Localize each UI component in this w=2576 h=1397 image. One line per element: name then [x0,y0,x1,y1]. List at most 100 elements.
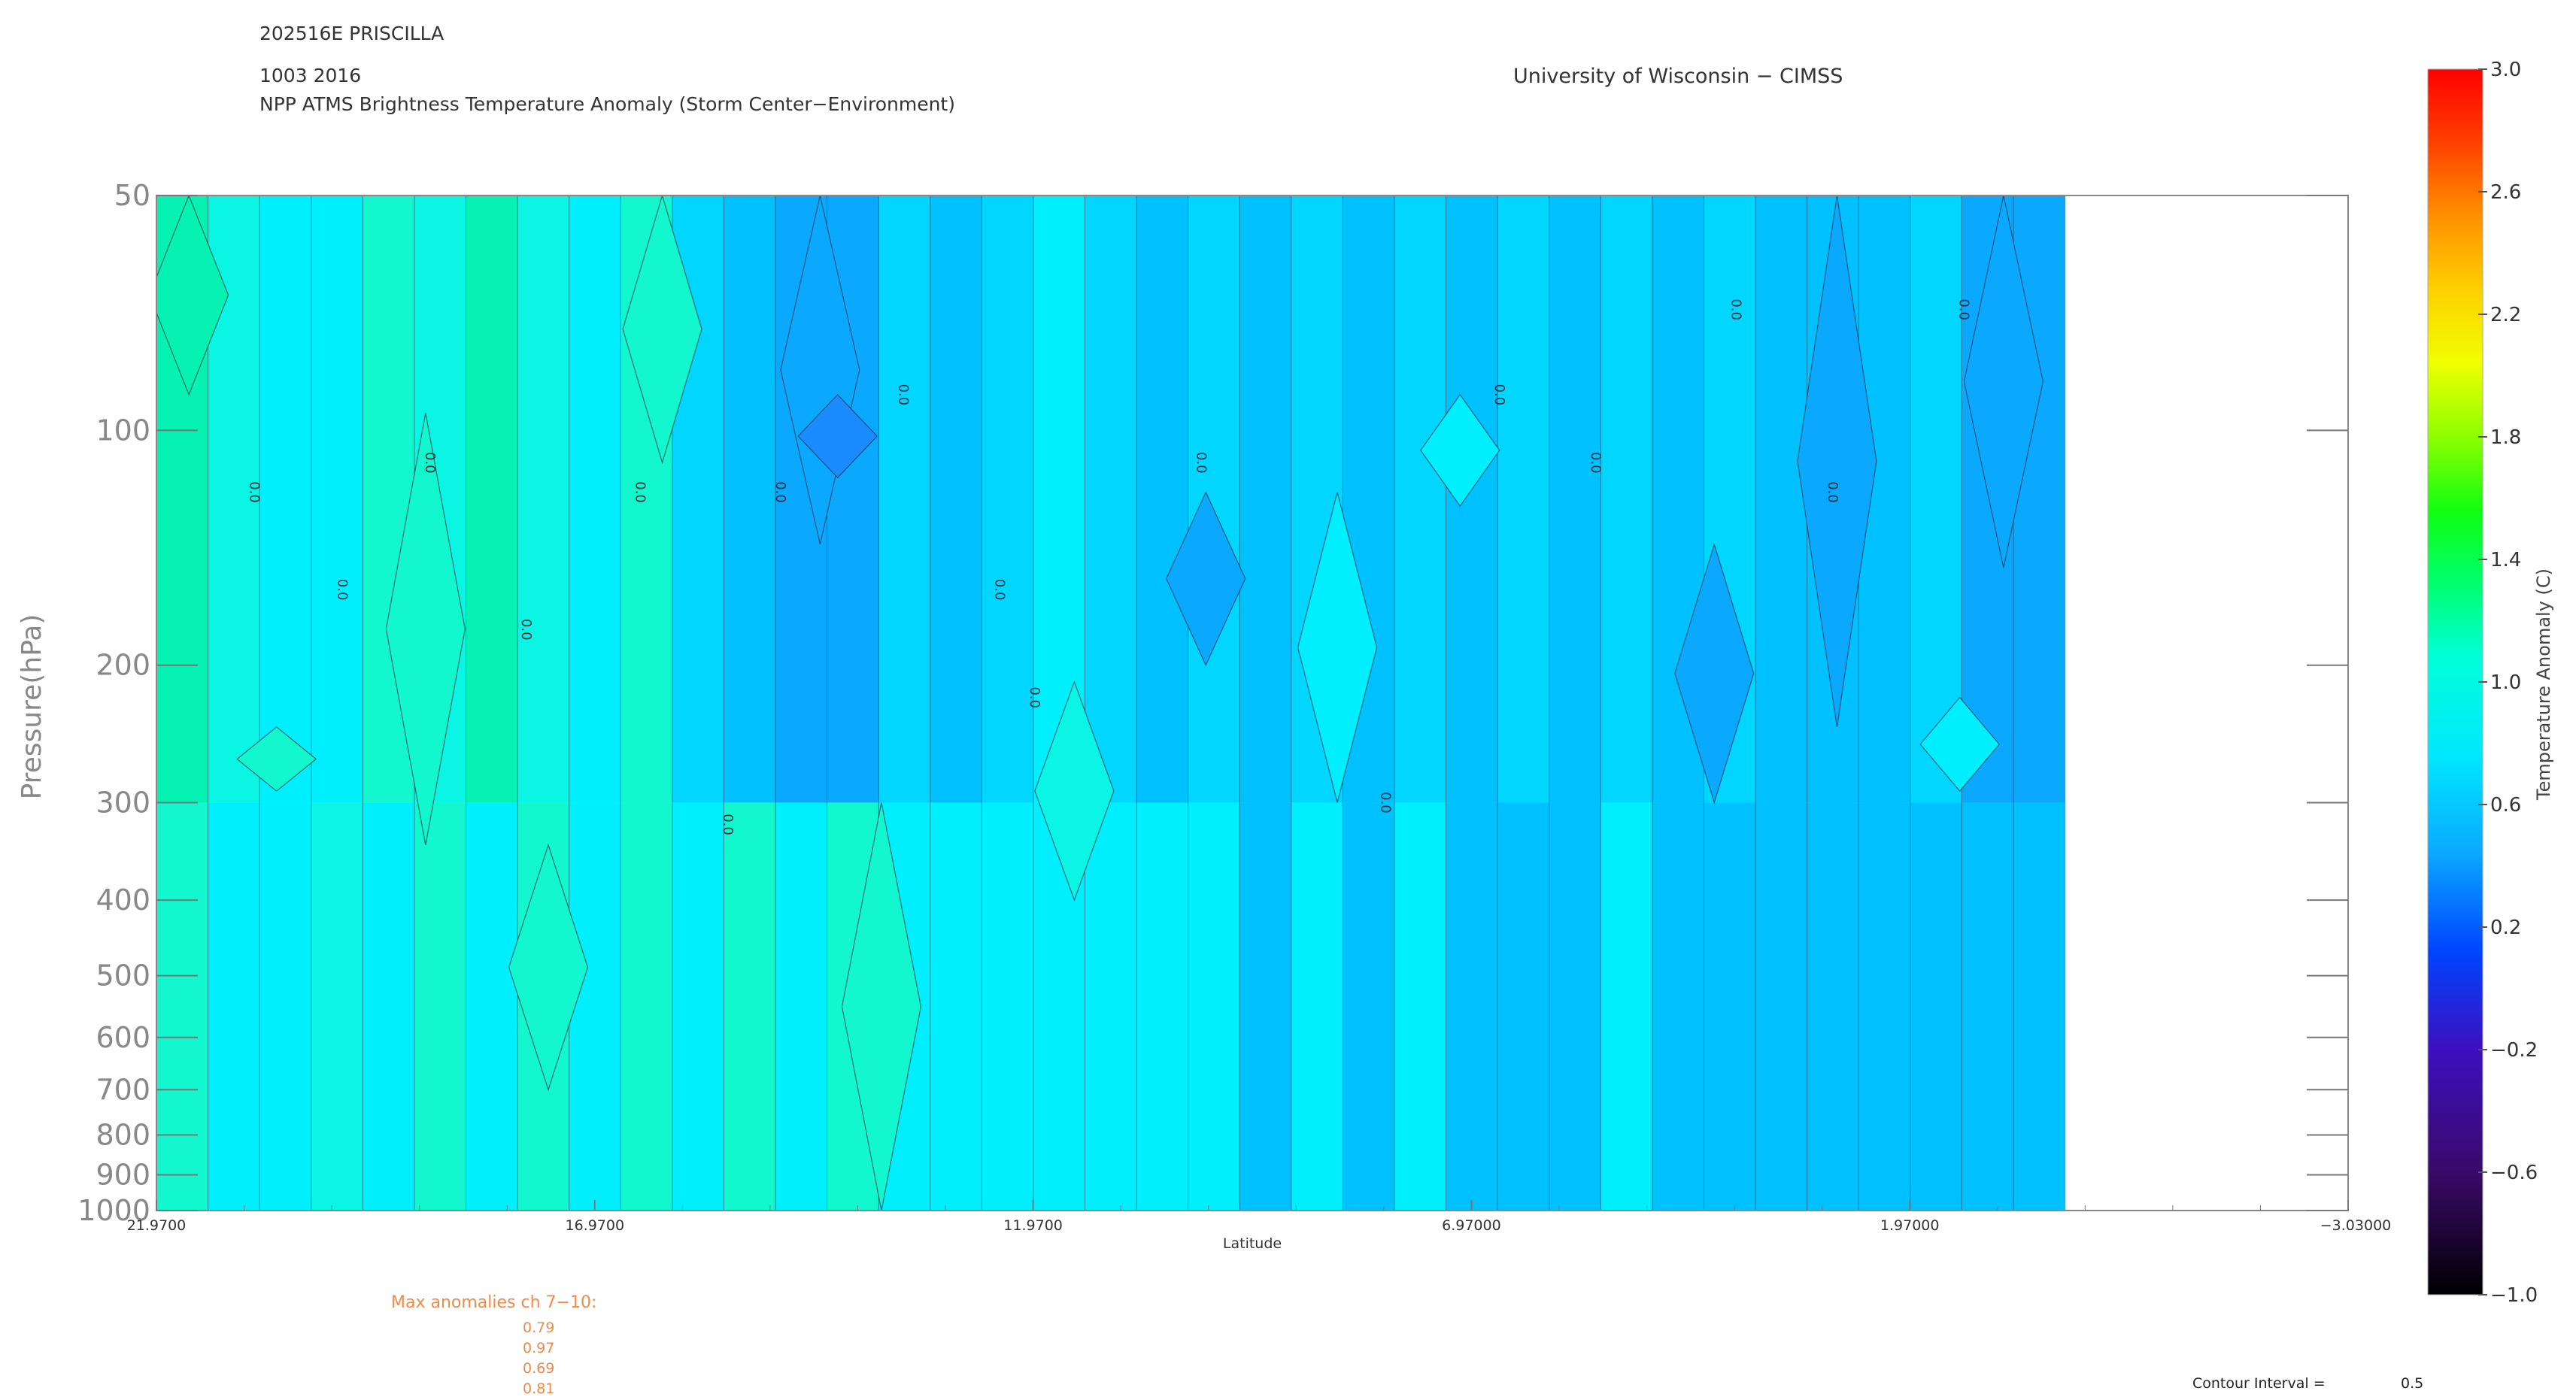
field-cell-lower [156,802,209,1211]
contour-region [1963,195,2044,568]
y-tick-label: 400 [96,883,150,917]
field-cell-upper [1549,195,1601,803]
contour-value-label: 0.0 [895,384,911,406]
contour-region [841,802,922,1211]
colorbar-tick-label: −0.2 [2490,1039,2538,1062]
colorbar-ticks: 3.0 2.6 2.2 1.8 1.4 1.0 0.6 0.2 −0.2 −0.6 −1.0 [2478,59,2538,1307]
contour-region [797,394,878,479]
field-cell-lower [775,802,828,1211]
field-cell-lower [1807,802,1859,1211]
field-cell-lower [2013,802,2066,1211]
colorbar-tick-label: 1.4 [2490,549,2521,571]
field-cell-upper [1755,195,1808,803]
field-cell-lower [1755,802,1808,1211]
contour-value-label: 0.0 [1956,298,1972,320]
y-tick-label: 50 [114,179,150,212]
plot-frame [156,195,2349,1211]
field-cell-upper [1910,195,1962,803]
contour-value-label: 0.0 [1825,481,1840,503]
field-cell-upper [1085,195,1137,803]
field-cell-lower [672,802,724,1211]
field-cell-upper [1394,195,1447,803]
contour-value-label: 0.0 [1027,686,1042,708]
contour-value-label: 0.0 [334,579,350,601]
anomaly-patches [156,195,2044,1211]
contour-interval-label: Contour Interval = [2192,1375,2326,1392]
contour-region [508,843,589,1092]
field-cell-lower [724,802,776,1211]
y-tick-label: 900 [96,1159,150,1192]
x-tick-label: 6.97000 [1442,1217,1501,1234]
contour-region [156,195,229,396]
field-cell-lower [1188,802,1240,1211]
field-cell-upper [517,195,570,803]
y-tick-label: 200 [96,649,150,682]
contour-region [1919,696,2000,792]
field-cell-lower [1291,802,1343,1211]
contour-region [622,195,702,465]
contour-labels: 0.0 0.0 0.0 0.0 0.0 0.0 0.0 0.0 0.0 0.0 0.0 0.0 0.0 0… [247,298,1972,835]
colorbar-tick-label: 3.0 [2490,59,2521,81]
field-cell-upper [724,195,776,803]
field-cell-upper [466,195,518,803]
field-cell-upper [878,195,931,803]
x-axis-label: Latitude [1223,1235,1282,1252]
colorbar [2427,68,2483,1295]
field-cell-lower [569,802,621,1211]
contour-region [385,413,466,845]
colorbar-tick-label: 1.8 [2490,426,2521,449]
field-cell-lower [414,802,467,1211]
contour-interval-value: 0.5 [2401,1375,2424,1392]
field-cell-lower [208,802,260,1211]
x-tick-label: −3.03000 [2320,1217,2392,1234]
y-tick-label: 500 [96,959,150,992]
contour-value-label: 0.0 [518,619,534,641]
field-cell-lower [1085,802,1137,1211]
field-cell-lower [1239,802,1292,1211]
colorbar-tick-label: 1.0 [2490,671,2521,694]
field-cell-lower [1497,802,1550,1211]
max-anomaly-ch10: 0.81 [523,1380,555,1397]
institution: University of Wisconsin − CIMSS [1513,65,1843,88]
max-anomalies-title: Max anomalies ch 7−10: [391,1293,597,1312]
contour-value-label: 0.0 [720,814,736,835]
max-anomaly-ch8: 0.97 [523,1340,555,1356]
storm-id: 202516E PRISCILLA [259,23,445,44]
colorbar-tick-label: 0.6 [2490,794,2521,817]
contour-region [1166,491,1246,667]
contour-region [1297,492,1378,803]
field-cell-lower [466,802,518,1211]
field-cell-lower [1601,802,1653,1211]
field-cell-upper [1239,195,1292,803]
field-cell-lower [1704,802,1756,1211]
max-anomaly-ch7: 0.79 [523,1320,555,1336]
y-tick-label: 600 [96,1021,150,1054]
field-cell-lower [1549,802,1601,1211]
colorbar-label: Temperature Anomaly (C) [2533,568,2554,801]
field-cell-upper [982,195,1034,803]
field-cell-upper [569,195,621,803]
field-cell-upper [259,195,312,803]
field-cell-upper [311,195,363,803]
colorbar-tick-label: 2.6 [2490,181,2521,204]
field-cell-upper [1188,195,1240,803]
contour-value-label: 0.0 [991,579,1007,601]
contour-value-label: 0.0 [1377,792,1393,814]
y-axis-label: Pressure(hPa) [17,614,47,800]
field-cell-lower [1652,802,1705,1211]
field-cell-lower [1858,802,1911,1211]
contour-value-label: 0.0 [247,481,262,503]
field-cell-lower [1446,802,1498,1211]
field-cell-lower [311,802,363,1211]
x-tick-label: 21.9700 [127,1217,187,1234]
contour-region [1674,542,1755,805]
colorbar-tick-label: 2.2 [2490,304,2521,326]
x-tick-label: 16.9700 [566,1217,625,1234]
contour-region [1034,680,1115,902]
field-cell-upper [1136,195,1189,803]
y-tick-label: 100 [96,414,150,447]
field-cell-lower [1394,802,1447,1211]
field-cell-lower [620,802,673,1211]
field-cell-upper [1601,195,1653,803]
